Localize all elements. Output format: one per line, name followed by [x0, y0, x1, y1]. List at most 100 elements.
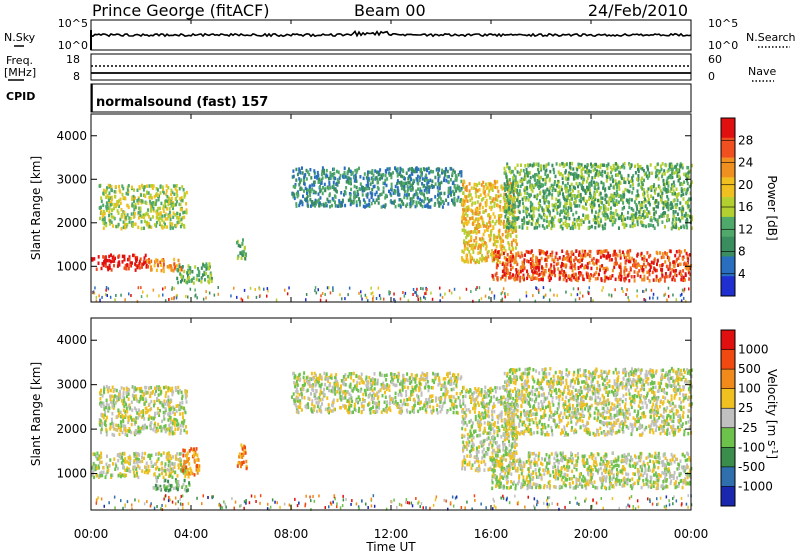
power-cell [499, 235, 502, 240]
power-cell [562, 209, 565, 213]
power-cell [140, 262, 143, 266]
power-cell [359, 187, 362, 192]
power-cell [155, 209, 158, 214]
power-noise-cell [625, 293, 627, 296]
power-cell [677, 263, 680, 267]
velocity-cell [134, 429, 137, 433]
power-noise-cell [171, 286, 174, 290]
power-cell [136, 257, 138, 262]
power-cell [403, 195, 406, 200]
power-cell [486, 222, 488, 226]
power-cell [602, 203, 605, 208]
power-cell [171, 204, 174, 208]
power-cell [523, 258, 526, 262]
velocity-cell [98, 460, 101, 465]
power-cell [613, 220, 616, 225]
power-cell [533, 174, 536, 178]
nsky-trace [90, 29, 692, 38]
power-cell [505, 192, 507, 197]
power-cell [606, 215, 609, 220]
power-cell [469, 260, 472, 264]
power-cell [647, 223, 650, 227]
power-cell [170, 266, 173, 270]
power-cell [173, 203, 176, 207]
power-cell [242, 238, 244, 242]
power-cell [599, 165, 602, 170]
power-cell [437, 172, 440, 177]
power-cell [578, 226, 581, 230]
power-cell [541, 208, 544, 212]
power-cell [187, 264, 190, 268]
power-cell [671, 167, 674, 171]
power-cell [656, 262, 658, 267]
power-cell [541, 224, 544, 228]
power-cell [309, 168, 312, 172]
power-cell [616, 183, 619, 187]
velocity-cell [120, 386, 123, 390]
power-cell [148, 184, 151, 188]
power-cell [413, 169, 416, 174]
power-cell [612, 219, 615, 224]
power-noise-cell [240, 297, 242, 301]
power-cell [375, 198, 378, 202]
power-cell [413, 192, 416, 197]
power-cell [526, 272, 529, 277]
power-cell [357, 192, 360, 197]
power-noise-cell [542, 295, 545, 299]
power-cell [309, 193, 312, 198]
power-cell [174, 187, 177, 191]
velocity-cell [113, 388, 116, 392]
power-cell [150, 225, 153, 229]
velocity-cell [124, 413, 127, 418]
power-cell [490, 205, 493, 210]
power-cell [103, 255, 106, 260]
power-cell [513, 205, 516, 209]
power-noise-cell [480, 297, 483, 301]
power-cell [582, 213, 585, 217]
power-cell [178, 268, 181, 272]
power-cell [340, 191, 343, 195]
power-cell [510, 227, 513, 232]
velocity-cell [167, 386, 170, 390]
power-cell [667, 207, 670, 212]
power-cell [299, 180, 302, 184]
power-cell [523, 266, 526, 270]
power-noise-cell [320, 294, 322, 298]
power-cell [202, 263, 205, 267]
power-cell [553, 270, 556, 275]
power-cell [439, 197, 442, 201]
power-cell [562, 221, 565, 226]
power-cell [614, 252, 617, 256]
power-cell [492, 237, 495, 241]
power-cell [676, 202, 679, 207]
power-cell [561, 173, 564, 178]
power-cell [506, 179, 509, 183]
power-cell [627, 210, 629, 215]
velocity-cell [97, 464, 100, 468]
velocity-cell [114, 401, 117, 405]
power-cell [407, 168, 410, 172]
power-cell [662, 204, 665, 208]
power-cell [646, 190, 649, 194]
power-cell [95, 267, 98, 271]
power-cell [374, 169, 377, 173]
velocity-cell [91, 466, 94, 470]
power-cell [613, 191, 616, 196]
power-cell [650, 218, 653, 223]
power-cell [521, 262, 524, 267]
power-cell [602, 182, 605, 186]
power-noise-cell [680, 299, 683, 303]
power-cell [126, 213, 129, 217]
power-cell [476, 220, 479, 225]
velocity-band [152, 478, 191, 493]
power-noise-cell [501, 290, 504, 294]
power-cell [604, 275, 606, 279]
power-cell [678, 169, 681, 174]
power-cell [107, 206, 110, 210]
power-noise-cell [534, 299, 537, 303]
power-cell [643, 172, 646, 177]
power-cell [641, 187, 644, 191]
power-cell [510, 224, 513, 228]
power-cell [113, 189, 116, 194]
power-cell [526, 221, 529, 225]
